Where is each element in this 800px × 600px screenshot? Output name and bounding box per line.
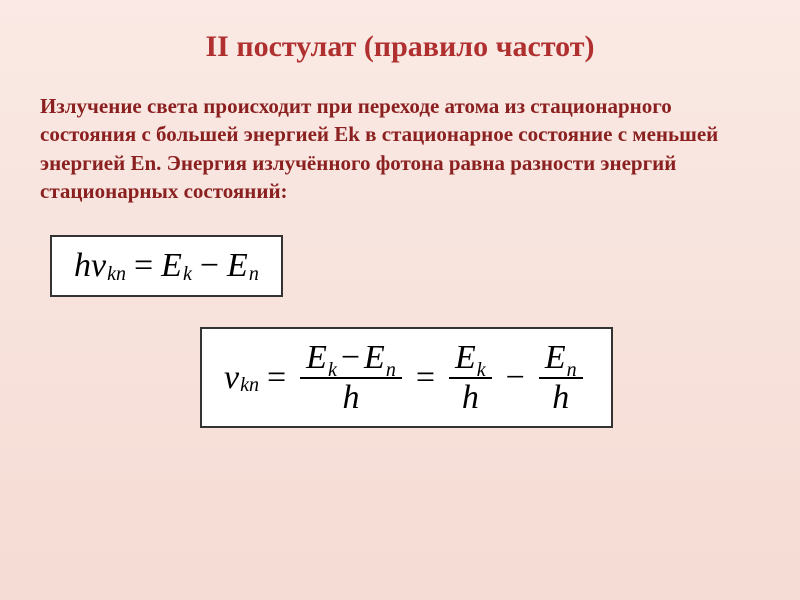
formula-1-box: hvkn = Ek − En — [50, 235, 283, 297]
op-minus: − — [200, 247, 219, 285]
f1-h: h — [342, 379, 359, 416]
op-minus2: − — [506, 359, 525, 397]
slide-title: II постулат (правило частот) — [40, 30, 760, 64]
sub-kn: kn — [107, 263, 126, 286]
frac-2-den: h — [456, 379, 485, 416]
var-En: E — [227, 247, 248, 285]
op-eq2: = — [267, 359, 286, 397]
f3-h: h — [552, 379, 569, 416]
op-eq: = — [134, 247, 153, 285]
f3-En: E — [545, 339, 566, 376]
var-Ek: E — [161, 247, 182, 285]
frac-1-num: Ek − En — [300, 339, 402, 378]
var-h: h — [74, 247, 91, 285]
f3-subn: n — [567, 359, 577, 381]
frac-1: Ek − En h — [300, 339, 402, 416]
f2-h: h — [462, 379, 479, 416]
body-paragraph: Излучение света происходит при переходе … — [40, 92, 760, 205]
frac-2-num: Ek — [449, 339, 492, 378]
f1-subk: k — [328, 359, 337, 381]
f1-subn: n — [386, 359, 396, 381]
sub-k: k — [183, 263, 192, 286]
f1-Ek: E — [306, 339, 327, 376]
formula-1: hvkn = Ek − En — [74, 247, 259, 285]
formula-2: vkn = Ek − En h = Ek h − En — [224, 339, 589, 416]
f1-En: E — [364, 339, 385, 376]
frac-1-den: h — [336, 379, 365, 416]
frac-3-den: h — [546, 379, 575, 416]
frac-2: Ek h — [449, 339, 492, 416]
formula-2-box: vkn = Ek − En h = Ek h − En — [200, 327, 613, 428]
sub-n: n — [249, 263, 259, 286]
var-nu: v — [91, 247, 106, 285]
f2-subk: k — [477, 359, 486, 381]
var-nu2: v — [224, 359, 239, 397]
f1-minus: − — [341, 339, 360, 376]
f2-Ek: E — [455, 339, 476, 376]
frac-3: En h — [539, 339, 583, 416]
frac-3-num: En — [539, 339, 583, 378]
sub-kn2: kn — [240, 374, 259, 397]
op-eq3: = — [416, 359, 435, 397]
